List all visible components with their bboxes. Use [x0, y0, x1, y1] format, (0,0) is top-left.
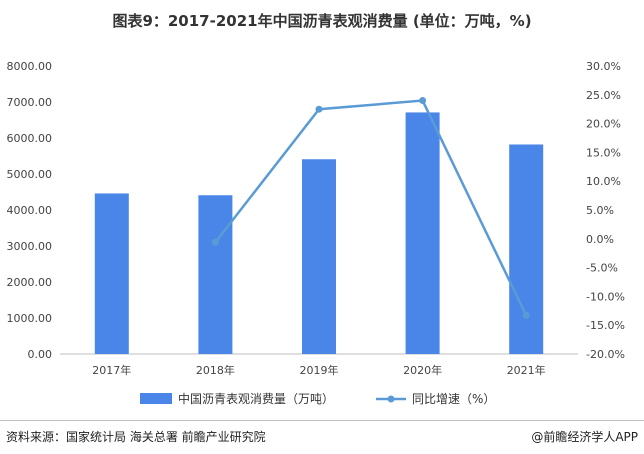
y-left-tick-label: 3000.00: [7, 240, 53, 253]
x-tick-label: 2020年: [403, 363, 442, 377]
growth-point: [522, 311, 530, 319]
legend-line-marker: [387, 395, 395, 403]
growth-point: [211, 238, 219, 246]
y-left-tick-label: 0.00: [28, 348, 53, 361]
bar: [302, 159, 336, 354]
chart-title: 图表9：2017-2021年中国沥青表观消费量 (单位：万吨，%): [112, 12, 532, 30]
brand-note: @前瞻经济学人APP: [531, 430, 638, 444]
growth-point: [315, 105, 323, 113]
bar: [509, 144, 544, 354]
y-right-tick-label: -5.0%: [586, 262, 618, 275]
footer-divider: [0, 420, 644, 421]
y-left-tick-label: 4000.00: [7, 204, 53, 217]
y-right-tick-label: -10.0%: [586, 290, 625, 303]
y-left-tick-label: 8000.00: [7, 60, 53, 73]
y-right-tick-label: 20.0%: [586, 118, 621, 131]
growth-point: [419, 97, 427, 105]
x-tick-label: 2019年: [300, 363, 339, 377]
y-right-tick-label: 15.0%: [586, 146, 621, 159]
y-right-tick-label: -20.0%: [586, 348, 625, 361]
legend-bar-label: 中国沥青表观消费量（万吨）: [178, 391, 334, 406]
bar: [94, 193, 129, 354]
legend-bar-swatch: [140, 393, 172, 404]
y-right-tick-label: 0.0%: [586, 233, 614, 246]
y-right-tick-label: 10.0%: [586, 175, 621, 188]
y-right-tick-label: 25.0%: [586, 89, 621, 102]
bar: [198, 195, 233, 354]
source-note: 资料来源：国家统计局 海关总署 前瞻产业研究院: [6, 430, 266, 444]
x-tick-label: 2018年: [196, 363, 235, 377]
y-left-tick-label: 7000.00: [7, 96, 53, 109]
legend-line-label: 同比增速（%）: [412, 392, 495, 406]
y-right-tick-label: -15.0%: [586, 319, 625, 332]
y-left-tick-label: 1000.00: [7, 312, 53, 325]
x-tick-label: 2017年: [92, 363, 131, 377]
y-left-tick-label: 2000.00: [7, 276, 53, 289]
y-left-tick-label: 6000.00: [7, 132, 53, 145]
bar: [405, 112, 440, 354]
growth-line: [214, 99, 528, 316]
y-left-tick-label: 5000.00: [7, 168, 53, 181]
y-right-tick-label: 5.0%: [586, 204, 614, 217]
y-right-tick-label: 30.0%: [586, 60, 621, 73]
x-tick-label: 2021年: [507, 363, 546, 377]
